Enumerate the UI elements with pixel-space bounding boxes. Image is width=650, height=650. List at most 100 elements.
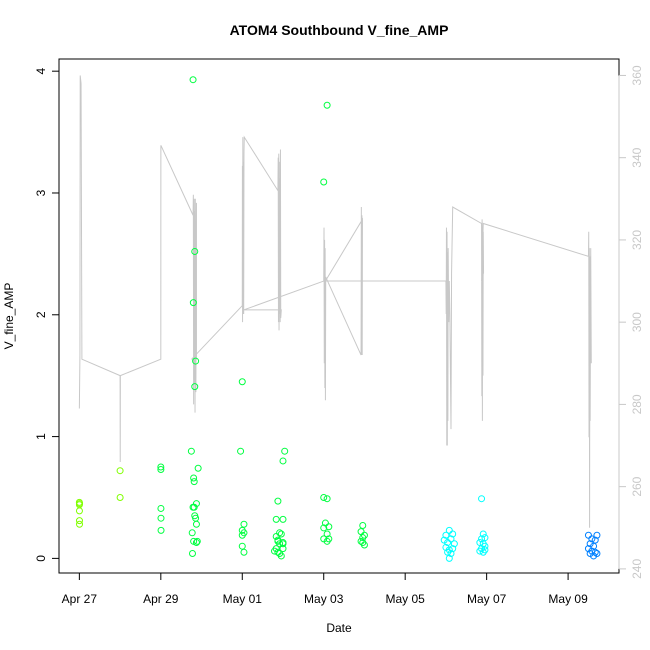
data-point — [320, 178, 328, 186]
data-point — [194, 464, 202, 472]
data-point — [192, 500, 200, 508]
y-tick-label: 0 — [34, 555, 48, 562]
x-tick-label: May 09 — [548, 592, 588, 606]
data-point — [590, 552, 598, 560]
data-point — [75, 517, 83, 525]
point-series — [75, 76, 601, 562]
data-point — [481, 534, 489, 542]
data-point — [584, 531, 592, 539]
data-point — [116, 493, 124, 501]
data-point — [277, 530, 285, 538]
x-tick-label: May 01 — [223, 592, 263, 606]
data-point — [157, 526, 165, 534]
x-axis: Apr 27 Apr 29 May 01 May 03 May 05 May 07 May … — [62, 572, 588, 606]
x-tick-label: May 03 — [304, 592, 344, 606]
data-point — [359, 522, 367, 529]
data-point — [323, 101, 331, 109]
data-point — [187, 447, 195, 455]
data-point — [191, 383, 199, 391]
data-point — [449, 545, 457, 553]
data-point — [157, 514, 165, 522]
data-point — [238, 542, 246, 550]
chart-title: ATOM4 Southbound V_fine_AMP — [230, 22, 449, 38]
data-point — [320, 524, 328, 532]
plot-frame — [58, 58, 620, 574]
data-point — [479, 530, 487, 538]
data-point — [192, 357, 200, 365]
x-tick-label: May 07 — [467, 592, 507, 606]
data-point — [445, 554, 453, 562]
y-tick-label: 3 — [34, 189, 48, 196]
data-point — [588, 535, 596, 543]
data-point — [277, 552, 285, 560]
y-tick-label: 2 — [34, 311, 48, 318]
data-point — [591, 536, 599, 544]
data-point — [274, 497, 282, 505]
data-point — [591, 548, 599, 556]
data-point — [193, 537, 201, 545]
data-point — [478, 495, 486, 503]
y2-tick-label: 320 — [630, 230, 644, 250]
data-point — [190, 478, 198, 486]
data-point — [271, 547, 279, 555]
data-point — [190, 474, 198, 482]
data-point — [116, 467, 124, 475]
data-point — [442, 531, 450, 539]
data-point — [192, 520, 200, 528]
data-point — [359, 539, 367, 547]
data-point — [192, 539, 200, 547]
data-point — [323, 495, 331, 503]
data-point — [240, 520, 248, 528]
data-point — [272, 515, 280, 523]
data-point — [447, 550, 455, 558]
data-point — [481, 546, 489, 554]
data-point — [188, 529, 196, 537]
data-point — [476, 539, 484, 547]
x-tick-label: May 05 — [386, 592, 426, 606]
y-tick-label: 4 — [34, 68, 48, 75]
data-point — [281, 447, 289, 455]
data-point — [449, 530, 457, 538]
data-point — [444, 539, 452, 547]
line-series — [78, 75, 592, 528]
y-axis-left: 0 1 2 3 4 — [34, 68, 60, 562]
y2-tick-label: 300 — [630, 312, 644, 332]
data-point — [279, 539, 287, 547]
y2-tick-label: 260 — [630, 476, 644, 496]
data-point — [157, 504, 165, 512]
data-point — [444, 548, 452, 556]
data-point — [189, 76, 197, 84]
y2-tick-label: 340 — [630, 147, 644, 167]
data-point — [323, 530, 331, 538]
data-point — [276, 540, 284, 548]
data-point — [450, 540, 458, 548]
data-point — [279, 515, 287, 523]
data-point — [157, 463, 165, 471]
data-point — [476, 547, 484, 555]
data-point — [191, 247, 199, 255]
data-point — [238, 531, 246, 539]
y2-tick-label: 360 — [630, 65, 644, 85]
y2-tick-label: 280 — [630, 394, 644, 414]
data-point — [593, 531, 601, 539]
y-axis-label: V_fine_AMP — [2, 283, 16, 350]
data-point — [157, 465, 165, 473]
x-tick-label: Apr 29 — [143, 592, 179, 606]
data-point — [357, 528, 365, 536]
y-axis-right: 240 260 280 300 320 340 360 — [618, 65, 644, 579]
data-point — [320, 493, 328, 501]
data-point — [325, 535, 333, 543]
data-point — [190, 503, 198, 511]
data-point — [76, 520, 84, 528]
line-series-path — [78, 75, 592, 528]
data-point — [478, 535, 486, 543]
data-point — [238, 378, 246, 386]
y2-tick-label: 240 — [630, 559, 644, 579]
x-tick-label: Apr 27 — [62, 592, 98, 606]
data-point — [76, 500, 84, 508]
data-point — [189, 299, 197, 307]
data-point — [325, 523, 333, 531]
data-point — [237, 447, 245, 455]
data-point — [359, 534, 367, 542]
